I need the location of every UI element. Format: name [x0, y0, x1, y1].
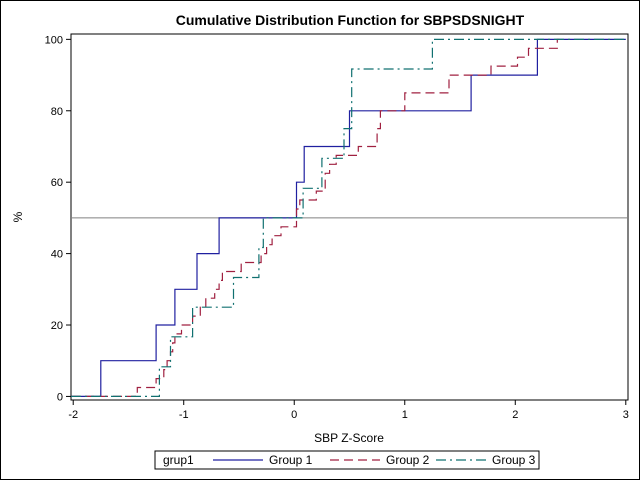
y-tick-label: 60	[51, 177, 63, 189]
y-axis-label: %	[11, 211, 25, 222]
legend: grup1 Group 1 Group 2 Group 3	[154, 450, 540, 470]
y-tick-label: 40	[51, 249, 63, 261]
y-tick-label: 80	[51, 106, 63, 118]
x-tick-label: 0	[291, 409, 297, 421]
y-tick-label: 20	[51, 320, 63, 332]
y-tick-label: 0	[57, 391, 63, 403]
x-axis: -2 -1 0 1 2 3	[68, 400, 629, 421]
legend-title: grup1	[163, 453, 194, 467]
legend-entry-label: Group 2	[386, 453, 430, 467]
plot-frame	[70, 33, 629, 401]
legend-entries: Group 1 Group 2 Group 3	[213, 453, 536, 467]
x-axis-label: SBP Z-Score	[314, 431, 384, 445]
legend-entry-label: Group 3	[492, 453, 536, 467]
series-line-3	[71, 38, 626, 397]
series-line-2	[71, 38, 560, 397]
legend-entry-label: Group 1	[269, 453, 313, 467]
y-tick-label: 100	[45, 34, 63, 46]
plot-area	[70, 33, 629, 401]
x-tick-label: -2	[68, 409, 78, 421]
y-axis: 0 20 40 60 80 100	[45, 34, 71, 403]
chart-title: Cumulative Distribution Function for SBP…	[176, 12, 525, 28]
series-line-1	[71, 38, 626, 397]
series-group	[71, 38, 626, 397]
x-tick-label: 1	[402, 409, 408, 421]
x-tick-label: 2	[512, 409, 518, 421]
x-tick-label: 3	[623, 409, 629, 421]
x-tick-label: -1	[179, 409, 189, 421]
